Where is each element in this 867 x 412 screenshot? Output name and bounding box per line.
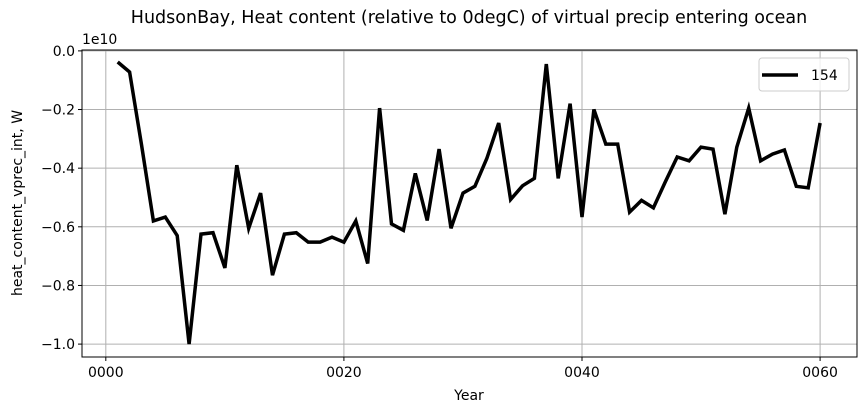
y-tick-label: 0.0: [53, 44, 75, 60]
x-tick-label: 0000: [88, 365, 124, 381]
y-tick-label: −0.2: [41, 103, 75, 119]
y-offset-label: 1e10: [82, 32, 117, 48]
y-axis-label: heat_content_vprec_int, W: [10, 110, 26, 296]
y-tick-label: −0.6: [41, 220, 75, 236]
legend: 154: [758, 57, 850, 92]
y-tick-label: −1.0: [41, 337, 75, 353]
series-line: [116, 60, 822, 345]
plot-frame: [81, 49, 858, 358]
y-axis-ticks: 0.0 −0.2 −0.4 −0.6 −0.8 −1.0: [41, 44, 82, 353]
x-tick-label: 0060: [802, 365, 838, 381]
y-tick-label: −0.4: [41, 161, 75, 177]
x-tick-label: 0040: [564, 365, 600, 381]
data-series-154: [116, 60, 822, 345]
chart-title: HudsonBay, Heat content (relative to 0de…: [131, 8, 807, 28]
x-tick-label: 0020: [326, 365, 362, 381]
legend-box: [758, 57, 850, 92]
x-axis-label: Year: [453, 388, 484, 404]
y-tick-label: −0.8: [41, 278, 75, 294]
grid-lines: [82, 50, 857, 357]
legend-label: 154: [811, 68, 838, 84]
x-axis-ticks: 0000 0020 0040 0060: [88, 357, 838, 381]
